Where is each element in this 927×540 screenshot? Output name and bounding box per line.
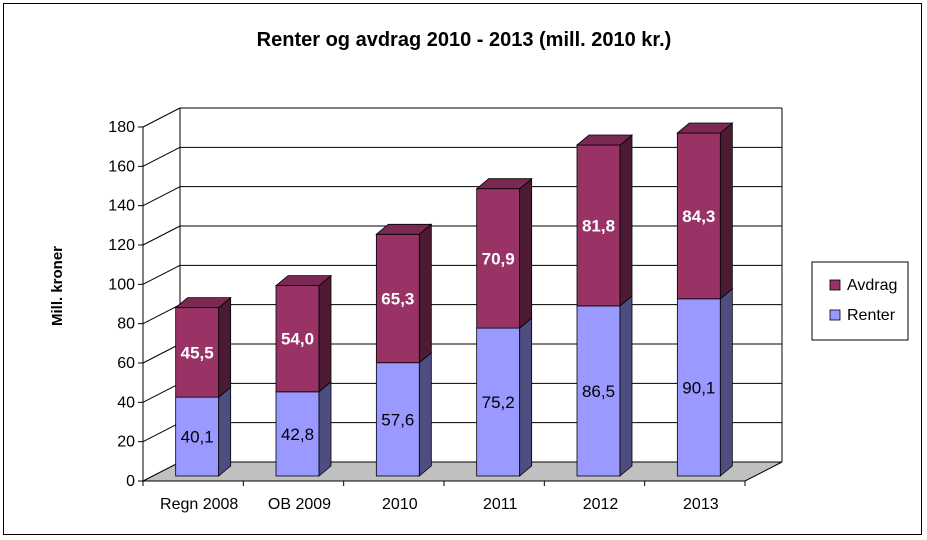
chart-frame: Renter og avdrag 2010 - 2013 (mill. 2010… (3, 3, 922, 535)
data-label-renter: 75,2 (482, 393, 515, 412)
bar-avdrag-top (174, 297, 232, 309)
data-label-avdrag: 45,5 (181, 343, 214, 362)
y-tick-label: 160 (108, 158, 135, 175)
gridline-diagonal (142, 186, 181, 207)
gridline-diagonal (142, 225, 181, 246)
gridline-diagonal (142, 146, 181, 167)
legend-label-renter: Renter (847, 307, 896, 324)
bar-avdrag-top (475, 178, 533, 190)
bar-renter-front (275, 391, 320, 477)
gridline-diagonal (142, 264, 181, 285)
bar-renter-side (519, 317, 533, 477)
legend: Avdrag Renter (811, 261, 909, 341)
bar-renter-front (476, 327, 521, 477)
x-tick-label: 2012 (583, 496, 619, 513)
data-label-avdrag: 65,3 (381, 290, 414, 309)
bar-avdrag-side (719, 122, 733, 300)
bar-avdrag-top (375, 223, 433, 235)
y-axis-title: Mill. kroner (49, 246, 66, 326)
bar-renter-side (418, 351, 432, 477)
bar-avdrag-front (576, 144, 621, 307)
bar-avdrag-front (676, 132, 721, 300)
y-tick-label: 0 (126, 473, 135, 490)
bar-avdrag-top (676, 122, 734, 134)
y-tick-label: 40 (117, 394, 135, 411)
data-label-avdrag: 84,3 (682, 207, 715, 226)
data-label-avdrag: 81,8 (582, 216, 615, 235)
bar-avdrag-side (218, 296, 232, 398)
x-tick-label: Regn 2008 (160, 496, 238, 513)
bar-renter-side (719, 287, 733, 477)
bar-avdrag-top (274, 275, 333, 287)
bar-avdrag-front (175, 307, 220, 398)
data-label-renter: 42,8 (281, 425, 314, 444)
data-label-avdrag: 54,0 (281, 330, 314, 349)
legend-swatch-renter (829, 309, 841, 321)
gridline-diagonal (142, 343, 181, 364)
y-tick-label: 140 (108, 198, 135, 215)
data-label-renter: 90,1 (682, 378, 715, 397)
bar-renter-front (375, 362, 420, 477)
x-tick-label: 2010 (382, 496, 418, 513)
bar-renter-front (676, 298, 721, 477)
y-tick-label: 20 (117, 434, 135, 451)
legend-box (811, 261, 909, 341)
y-tick-label: 80 (117, 316, 135, 333)
chart-title: Renter og avdrag 2010 - 2013 (mill. 2010… (257, 29, 672, 51)
chart-canvas: Renter og avdrag 2010 - 2013 (mill. 2010… (49, 29, 909, 513)
data-label-renter: 57,6 (381, 410, 414, 429)
gridline-diagonal (142, 107, 181, 128)
bar-avdrag-side (418, 223, 432, 364)
gridline-diagonal (142, 382, 181, 403)
bar-renter-side (619, 295, 633, 477)
gridline-diagonal (142, 422, 181, 443)
bar-avdrag-side (318, 274, 332, 393)
y-tick-label: 180 (108, 119, 135, 136)
x-tick-label: 2011 (483, 496, 518, 513)
legend-swatch-avdrag (829, 279, 841, 291)
y-tick-label: 100 (108, 276, 135, 293)
bar-avdrag-side (519, 177, 533, 329)
x-tick-label: 2013 (683, 496, 719, 513)
data-label-renter: 86,5 (582, 382, 615, 401)
bar-avdrag-top (575, 134, 634, 146)
plot-area: 0 20 40 60 80 100 120 140 160 180 40,1 45,5 Regn 200… (108, 107, 783, 513)
data-label-renter: 40,1 (181, 428, 214, 447)
bar-avdrag-front (375, 233, 420, 364)
y-tick-label: 120 (108, 237, 135, 254)
bar-avdrag-front (275, 285, 320, 393)
y-tick-label: 60 (117, 355, 135, 372)
bar-renter-front (576, 305, 621, 477)
legend-label-avdrag: Avdrag (847, 277, 897, 294)
data-label-avdrag: 70,9 (482, 249, 515, 268)
bar-renter-front (175, 396, 220, 477)
bar-renter-side (318, 380, 332, 477)
bar-avdrag-side (619, 134, 633, 307)
bar-renter-side (218, 386, 232, 477)
bar-avdrag-front (476, 188, 521, 329)
x-tick-label: OB 2009 (268, 496, 331, 513)
gridline-diagonal (142, 304, 181, 325)
